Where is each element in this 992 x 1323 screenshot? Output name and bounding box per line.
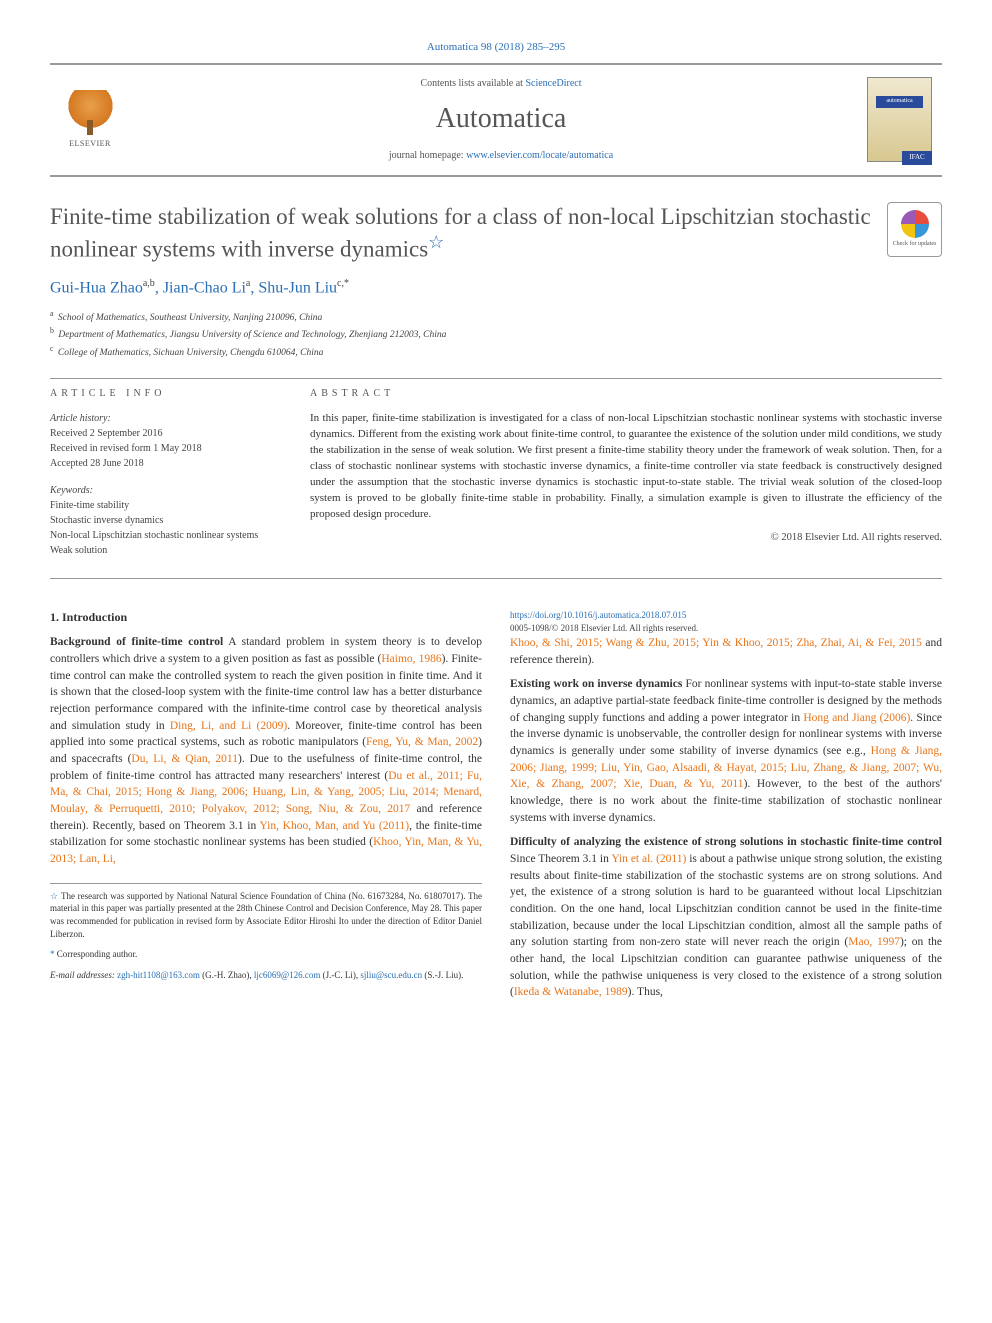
aff-a-text: School of Mathematics, Southeast Univers… [58,313,322,323]
p3-t4: ). Thus, [628,986,663,998]
email-1-who: (G.-H. Zhao) [202,970,249,980]
paragraph-existing-work: Existing work on inverse dynamics For no… [510,676,942,826]
author-1-sup: a,b [143,278,155,289]
author-2: Jian-Chao Li [163,279,246,296]
history-received: Received 2 September 2016 [50,426,280,441]
p1-cite1: Haimo, 1986 [381,653,441,665]
contents-text: Contents lists available at [420,78,525,89]
paragraph-difficulty: Difficulty of analyzing the existence of… [510,834,942,1001]
footer-block: https://doi.org/10.1016/j.automatica.201… [510,609,942,635]
email-2[interactable]: ljc6069@126.com [254,970,321,980]
aff-b-sup: b [50,326,54,335]
sciencedirect-link[interactable]: ScienceDirect [525,78,581,89]
intro-heading: 1. Introduction [50,609,482,626]
footnotes: ☆ The research was supported by National… [50,883,482,982]
crossmark-icon [901,210,929,238]
history-label: Article history: [50,411,280,426]
article-title: Finite-time stabilization of weak soluti… [50,202,942,265]
title-text: Finite-time stabilization of weak soluti… [50,204,871,263]
p1-cite7b: Khoo, & Shi, 2015; Wang & Zhu, 2015; Yin… [510,637,922,649]
authors-line: Gui-Hua Zhaoa,b, Jian-Chao Lia, Shu-Jun … [50,277,942,300]
p3-t2: is about a pathwise unique strong soluti… [510,853,942,948]
email-1[interactable]: zgh-hit1108@163.com [117,970,200,980]
keywords-label: Keywords: [50,483,280,498]
history-revised: Received in revised form 1 May 2018 [50,441,280,456]
email-3-who: (S.-J. Liu) [424,970,461,980]
p1-cite3: Feng, Yu, & Man, 2002 [366,736,478,748]
p3-cite1: Yin et al. (2011) [611,853,686,865]
elsevier-label: ELSEVIER [69,138,111,149]
check-updates-label: Check for updates [893,240,937,248]
article-info-heading: article info [50,387,280,401]
affiliation-a: a School of Mathematics, Southeast Unive… [50,308,942,325]
p3-cite2: Mao, 1997 [848,936,900,948]
homepage-line: journal homepage: www.elsevier.com/locat… [135,149,867,163]
body-columns: 1. Introduction Background of finite-tim… [50,609,942,1001]
cover-label: automatica [868,97,931,105]
divider-bottom [50,578,942,579]
elsevier-tree-icon [68,90,113,135]
author-1: Gui-Hua Zhao [50,279,143,296]
homepage-text: journal homepage: [389,150,466,161]
p1-continuation: Khoo, & Shi, 2015; Wang & Zhu, 2015; Yin… [510,635,942,668]
aff-b-text: Department of Mathematics, Jiangsu Unive… [58,330,446,340]
journal-name: Automatica [135,99,867,138]
p1-cite6: Yin, Khoo, Man, and Yu (2011) [259,820,409,832]
citation-line: Automatica 98 (2018) 285–295 [50,40,942,55]
p1-lead: Background of finite-time control [50,636,223,648]
email-2-who: (J.-C. Li) [323,970,356,980]
article-history: Article history: Received 2 September 20… [50,411,280,471]
issn-copyright: 0005-1098/© 2018 Elsevier Ltd. All right… [510,623,698,633]
affiliation-b: b Department of Mathematics, Jiangsu Uni… [50,325,942,342]
footnote-star-text: The research was supported by National N… [50,891,482,939]
abstract-copyright: © 2018 Elsevier Ltd. All rights reserved… [310,531,942,546]
author-3: Shu-Jun Liu [258,279,337,296]
p3-lead: Difficulty of analyzing the existence of… [510,836,942,848]
keywords-block: Keywords: Finite-time stability Stochast… [50,483,280,558]
p3-cite3: Ikeda & Watanabe, 1989 [514,986,628,998]
p1-cite4: Du, Li, & Qian, 2011 [131,753,238,765]
paragraph-background: Background of finite-time control A stan… [50,634,482,867]
affiliation-c: c College of Mathematics, Sichuan Univer… [50,343,942,360]
ifac-badge: IFAC [902,151,932,165]
aff-a-sup: a [50,309,54,318]
journal-header: ELSEVIER Contents lists available at Sci… [50,63,942,176]
aff-c-text: College of Mathematics, Sichuan Universi… [58,348,323,358]
abstract-text: In this paper, finite-time stabilization… [310,411,942,523]
check-updates-button[interactable]: Check for updates [887,202,942,257]
footnote-corresponding: * Corresponding author. [50,948,482,961]
homepage-link[interactable]: www.elsevier.com/locate/automatica [466,150,613,161]
footnote-emails: E-mail addresses: zgh-hit1108@163.com (G… [50,969,482,982]
author-3-sup: c,* [337,278,349,289]
doi-link[interactable]: https://doi.org/10.1016/j.automatica.201… [510,610,686,620]
abstract-heading: abstract [310,387,942,401]
email-label: E-mail addresses: [50,970,115,980]
aff-c-sup: c [50,344,54,353]
title-footnote-star: ☆ [428,232,444,252]
elsevier-logo: ELSEVIER [60,85,120,155]
contents-available-line: Contents lists available at ScienceDirec… [135,77,867,91]
history-accepted: Accepted 28 June 2018 [50,456,280,471]
affiliations: a School of Mathematics, Southeast Unive… [50,308,942,360]
p2-lead: Existing work on inverse dynamics [510,678,682,690]
footnote-star: ☆ The research was supported by National… [50,890,482,940]
keyword-2: Stochastic inverse dynamics [50,513,280,528]
corresp-label: Corresponding author. [57,949,138,959]
p2-cite1: Hong and Jiang (2006) [803,712,910,724]
keyword-4: Weak solution [50,543,280,558]
email-3[interactable]: sjliu@scu.edu.cn [360,970,422,980]
p1-cite2: Ding, Li, and Li (2009) [170,720,287,732]
keyword-1: Finite-time stability [50,498,280,513]
keyword-3: Non-local Lipschitzian stochastic nonlin… [50,528,280,543]
p3-t1: Since Theorem 3.1 in [510,853,611,865]
author-2-sup: a [246,278,250,289]
divider-top [50,378,942,379]
